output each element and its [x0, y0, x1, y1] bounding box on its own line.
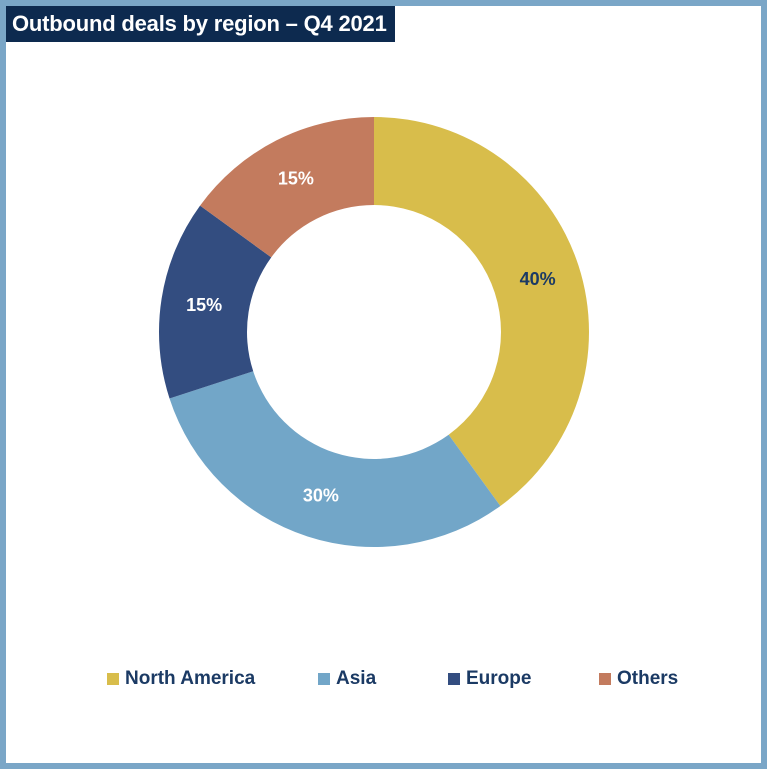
legend-item-others: Others	[599, 664, 678, 694]
legend-item-europe: Europe	[448, 664, 531, 694]
legend-label: Others	[617, 668, 679, 689]
slice-label-asia: 30%	[303, 486, 339, 506]
legend-label: Asia	[336, 668, 377, 689]
legend-label: North America	[125, 668, 256, 689]
slice-others	[200, 117, 374, 258]
slice-asia	[169, 371, 501, 548]
legend-swatch	[448, 673, 460, 685]
legend-swatch	[318, 673, 330, 685]
legend-item-north-america: North America	[107, 664, 255, 694]
slice-europe	[158, 205, 272, 399]
slice-label-europe: 15%	[186, 295, 222, 315]
slice-label-others: 15%	[278, 169, 314, 189]
legend-swatch	[107, 673, 119, 685]
legend-label: Europe	[466, 668, 532, 689]
legend-swatch	[599, 673, 611, 685]
slice-north-america	[374, 117, 589, 506]
slice-label-north-america: 40%	[520, 269, 556, 289]
chart-title: Outbound deals by region – Q4 2021	[6, 6, 395, 42]
legend: North America Asia Europe Others	[0, 664, 767, 694]
legend-item-asia: Asia	[318, 664, 376, 694]
